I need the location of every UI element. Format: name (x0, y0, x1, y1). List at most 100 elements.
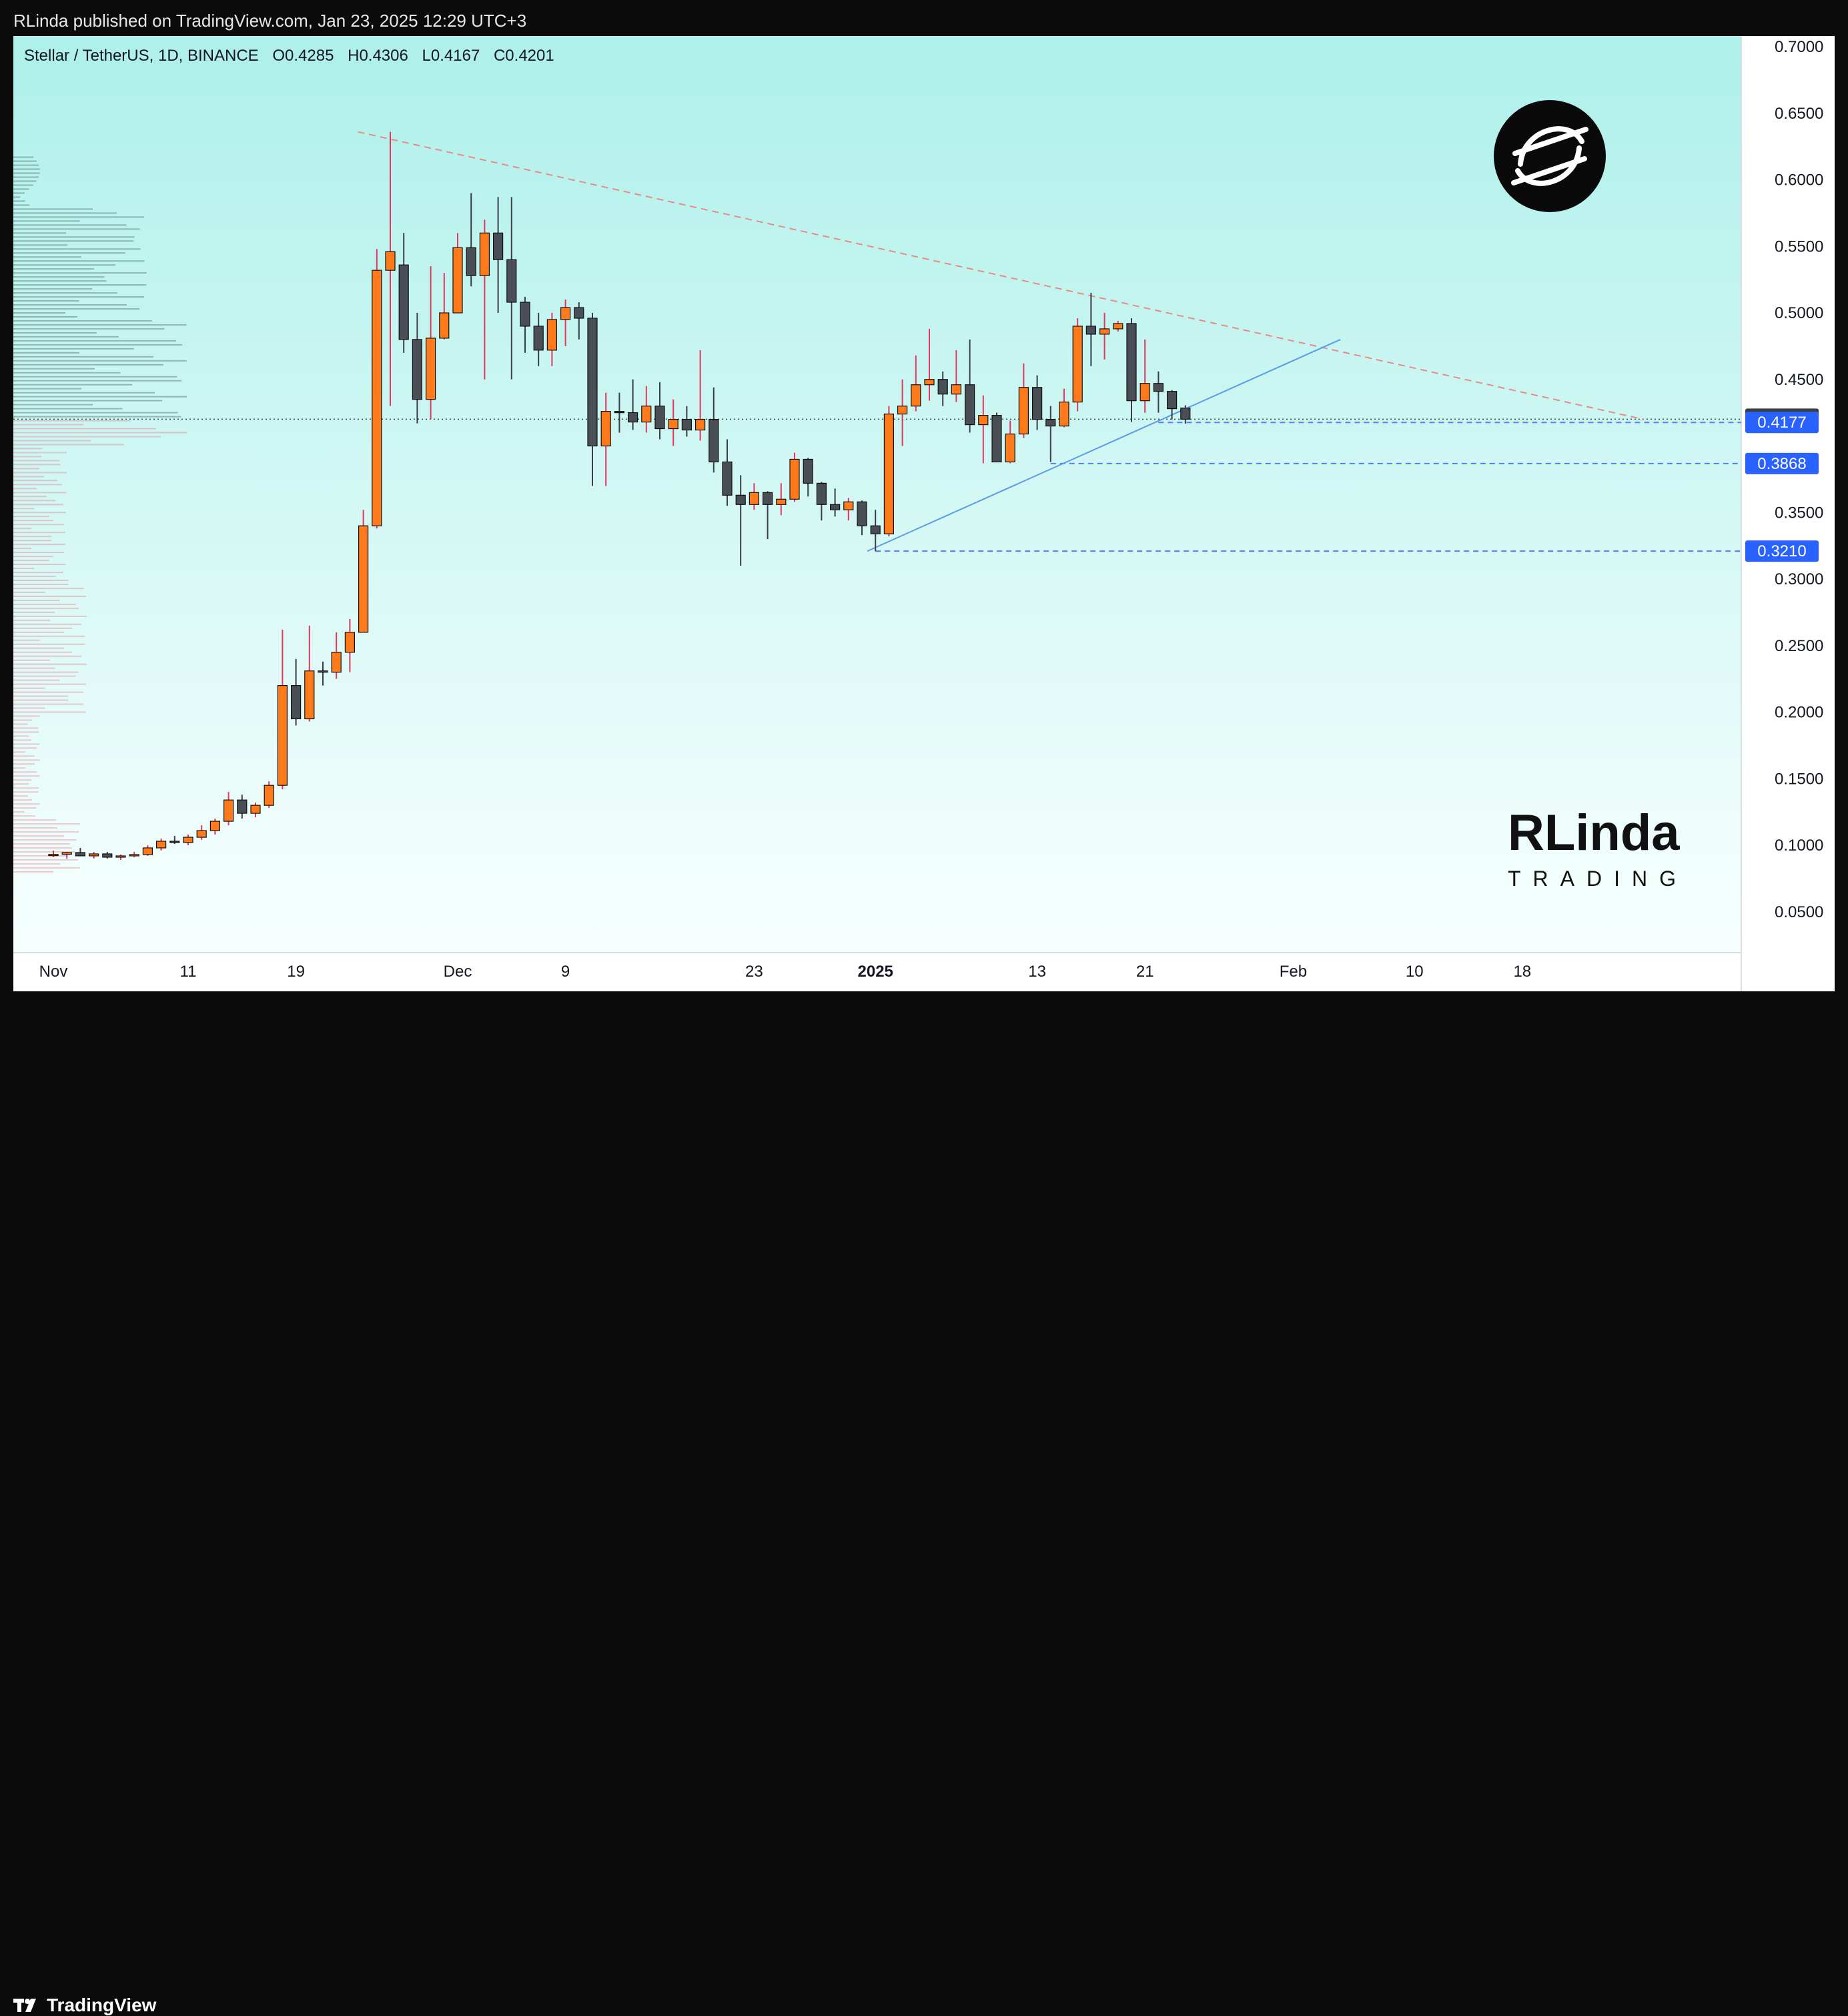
volume-profile-bar (13, 476, 45, 478)
candle-body-bearish (1031, 387, 1043, 420)
volume-profile-bar (13, 232, 67, 234)
candle-body-bearish (1126, 323, 1137, 402)
price-axis-tick: 0.3000 (1775, 570, 1823, 588)
candle-body-bearish (237, 799, 248, 814)
volume-profile-bar (13, 448, 43, 450)
candle-body-bullish (883, 414, 895, 534)
volume-profile-bar (13, 472, 67, 474)
volume-profile-bar (13, 851, 75, 853)
volume-profile-bar (13, 524, 65, 526)
time-axis-tick: Nov (39, 963, 68, 981)
volume-profile-bar (13, 587, 84, 589)
candle-body-bearish (870, 525, 881, 534)
tradingview-brand[interactable]: TradingView (13, 1995, 156, 2016)
candle-body-bullish (142, 847, 153, 855)
price-axis[interactable]: 0.7000 0.6500 0.6000 0.5500 0.5000 0.4500 0.35… (1775, 38, 1823, 921)
candle-body-bearish (75, 852, 86, 857)
price-axis-background (1741, 36, 1835, 991)
volume-profile-bar (13, 348, 134, 350)
candle-body-bullish (668, 418, 678, 430)
volume-profile-bar (13, 260, 145, 262)
volume-profile-bar (13, 156, 34, 158)
volume-profile-bar (13, 356, 153, 358)
volume-profile-bar (13, 320, 152, 322)
volume-profile-bar (13, 168, 40, 170)
volume-profile-bar (13, 595, 87, 597)
volume-profile-bar (13, 340, 177, 342)
volume-profile-bar (13, 556, 54, 558)
candle-body-bullish (479, 232, 490, 276)
volume-profile-bar (13, 771, 37, 773)
candle-body-bullish (1005, 433, 1015, 463)
candle-body-bearish (102, 853, 113, 858)
candle-body-bearish (762, 492, 773, 505)
volume-profile-bar (13, 460, 59, 462)
volume-profile-bar (13, 583, 69, 585)
candle-body-bearish (857, 501, 867, 526)
volume-profile-bar (13, 847, 72, 849)
level-price-label-bg (1745, 452, 1819, 474)
volume-profile-bar (13, 611, 55, 613)
candle-body-bullish (843, 501, 854, 510)
volume-profile-bar (13, 224, 127, 226)
volume-profile-bar (13, 532, 65, 534)
time-axis[interactable]: Nov 11 19 Dec 9 23 2025 13 21 Feb 10 18 (39, 963, 1531, 981)
symbol-name[interactable]: Stellar / TetherUS, 1D, BINANCE (24, 47, 259, 65)
time-axis-tick: 19 (287, 963, 305, 981)
volume-profile-bar (13, 512, 66, 514)
volume-profile-bar (13, 420, 131, 422)
candle-body-bearish (964, 384, 975, 426)
volume-profile-bar (13, 272, 147, 274)
drawings-layer (13, 131, 1741, 552)
candle-body-bullish (897, 406, 908, 415)
volume-profile-bar (13, 743, 40, 745)
volume-profile-bar (13, 579, 69, 581)
volume-profile-bar (13, 615, 87, 617)
price-axis-tick: 0.4500 (1775, 371, 1823, 389)
candle-body-bullish (425, 338, 436, 400)
candle-body-bearish (654, 406, 665, 430)
candle-body-bullish (641, 406, 652, 423)
volume-profile-bar (13, 528, 32, 530)
published-note: RLinda published on TradingView.com, Jan… (13, 11, 527, 31)
candle-body-bearish (492, 232, 504, 260)
volume-profile-bar (13, 216, 145, 218)
candle-body-bullish (277, 684, 288, 786)
volume-profile-bar (13, 464, 61, 466)
time-axis-background (13, 953, 1741, 991)
volume-profile-bar (13, 548, 32, 550)
price-chart[interactable]: 0.7000 0.6500 0.6000 0.5500 0.5000 0.4500 0.35… (13, 36, 1835, 991)
symbol-legend[interactable]: Stellar / TetherUS, 1D, BINANCE O0.4285 … (24, 47, 564, 65)
volume-profile-bar (13, 560, 49, 562)
candle-body-bearish (506, 259, 517, 303)
resistance-trendline (358, 131, 1644, 420)
publish-bar: RLinda published on TradingView.com, Jan… (0, 0, 1848, 36)
chart-frame[interactable]: 0.7000 0.6500 0.6000 0.5500 0.5000 0.4500 0.35… (13, 36, 1835, 991)
volume-profile-bar (13, 767, 25, 769)
price-axis-tick: 0.1500 (1775, 770, 1823, 788)
volume-profile-bar (13, 432, 187, 434)
candle-body-bullish (546, 319, 558, 351)
time-axis-tick: 2025 (858, 963, 893, 981)
volume-profile-bar (13, 719, 33, 721)
volume-profile-bar (13, 699, 69, 701)
volume-profile-bar (13, 759, 40, 761)
ohlc-open: O0.4285 (272, 47, 334, 65)
volume-profile-bar (13, 591, 45, 593)
candle-body-bullish (789, 458, 800, 500)
volume-profile-bar (13, 376, 177, 378)
candle-body-bullish (776, 498, 787, 505)
time-axis-tick: Feb (1280, 963, 1307, 981)
volume-profile-bar (13, 623, 81, 625)
volume-profile-bar (13, 276, 105, 278)
time-axis-tick: 13 (1028, 963, 1046, 981)
time-axis-tick: 10 (1406, 963, 1424, 981)
candle-body-bearish (735, 494, 746, 505)
level-price-label: 0.3210 (1757, 542, 1806, 560)
volume-profile-bar (13, 220, 80, 222)
volume-profile-bar (13, 176, 39, 178)
volume-profile-bar (13, 452, 67, 454)
volume-profile-bar (13, 799, 33, 801)
volume-profile-bar (13, 819, 57, 821)
volume-profile-bar (13, 552, 65, 554)
